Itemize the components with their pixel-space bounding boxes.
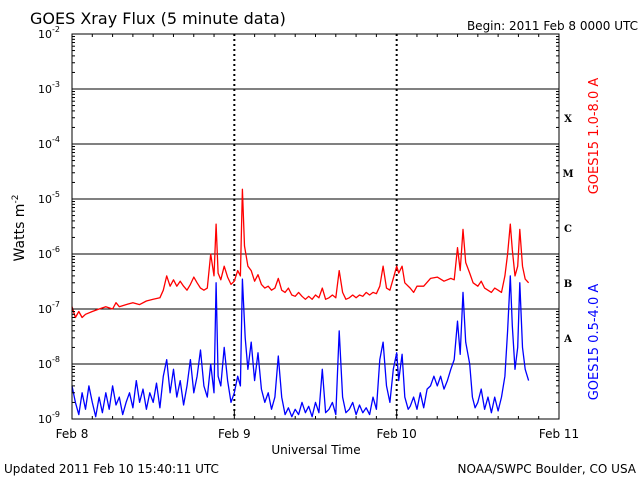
y-tick-label: 10-3 bbox=[38, 80, 60, 96]
begin-time: Begin: 2011 Feb 8 0000 UTC bbox=[467, 19, 638, 33]
y-axis-label: Watts m-2 bbox=[11, 195, 28, 262]
series-layer bbox=[71, 188, 530, 418]
x-tick-label: Feb 8 bbox=[56, 427, 89, 441]
y-tick-label: 10-4 bbox=[38, 135, 60, 151]
x-tick-label: Feb 9 bbox=[218, 427, 251, 441]
flare-class-a: A bbox=[563, 334, 572, 345]
series-line-short bbox=[71, 275, 530, 418]
y-tick-label: 10-8 bbox=[38, 355, 60, 371]
y-tick-label: 10-7 bbox=[38, 300, 60, 316]
y-tick-label: 10-5 bbox=[38, 190, 60, 206]
flare-class-c: C bbox=[564, 224, 572, 235]
updated-timestamp: Updated 2011 Feb 10 15:40:11 UTC bbox=[4, 462, 219, 476]
flare-class-b: B bbox=[564, 279, 572, 290]
series-line-long bbox=[71, 188, 530, 319]
legend-entry-long: GOES15 1.0-8.0 A bbox=[587, 78, 602, 195]
x-tick-label: Feb 11 bbox=[539, 427, 579, 441]
y-tick-label: 10-9 bbox=[38, 410, 60, 426]
x-axis-label: Universal Time bbox=[271, 443, 360, 457]
chart-title: GOES Xray Flux (5 minute data) bbox=[30, 9, 286, 28]
flare-class-m: M bbox=[562, 169, 573, 180]
y-tick-label: 10-2 bbox=[38, 25, 60, 41]
legend-entry-short: GOES15 0.5-4.0 A bbox=[587, 284, 602, 401]
flare-class-x: X bbox=[564, 114, 572, 125]
y-tick-label: 10-6 bbox=[38, 245, 60, 261]
x-tick-label: Feb 10 bbox=[376, 427, 416, 441]
credit-text: NOAA/SWPC Boulder, CO USA bbox=[458, 462, 637, 476]
